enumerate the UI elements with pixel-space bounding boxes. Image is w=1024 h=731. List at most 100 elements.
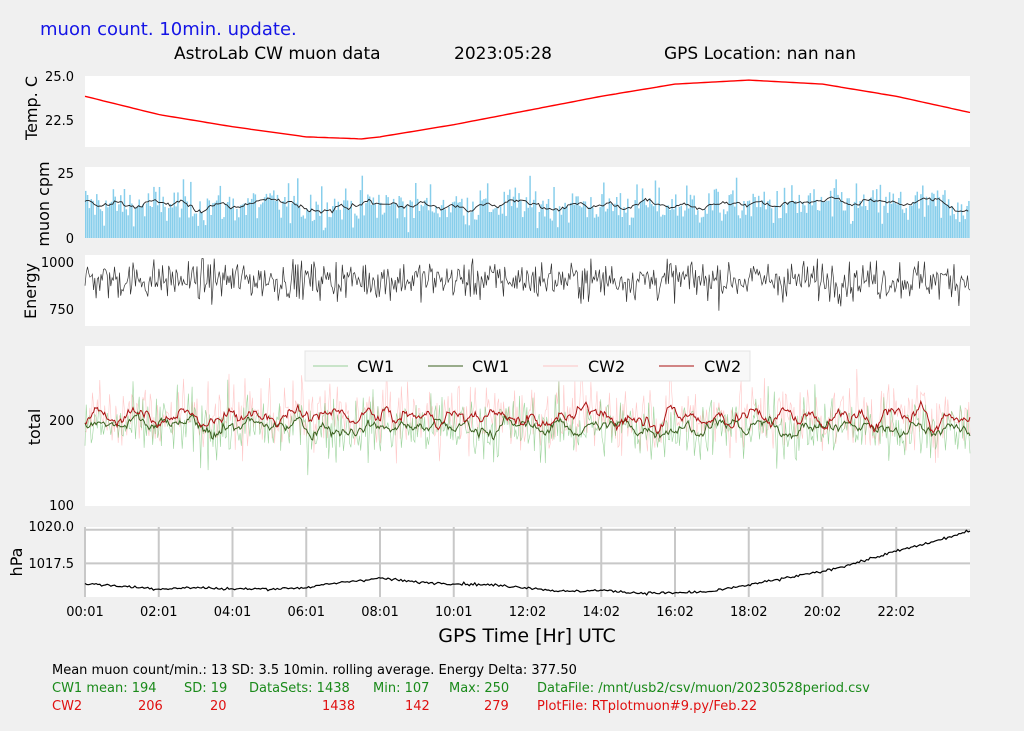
pressure-ylabel: hPa xyxy=(7,548,26,577)
muon-bar xyxy=(568,222,570,238)
muon-bar xyxy=(745,214,747,238)
muon-bar xyxy=(553,187,555,238)
muon-rolling-average xyxy=(84,196,969,214)
muon-bar xyxy=(420,204,423,238)
muon-bar xyxy=(647,207,649,238)
muon-bar xyxy=(451,202,454,238)
muon-bar xyxy=(193,213,196,238)
muon-bar xyxy=(542,200,544,238)
muon-bar xyxy=(306,208,308,238)
muon-bar xyxy=(131,203,133,238)
muon-bar xyxy=(481,200,483,238)
muon-bar xyxy=(499,205,502,238)
muon-bar xyxy=(90,199,93,238)
muon-bar xyxy=(643,199,646,238)
muon-bar xyxy=(464,224,467,238)
muon-bar xyxy=(781,205,784,238)
page-subtitle: muon count. 10min. update. xyxy=(40,19,297,40)
muon-bar xyxy=(691,199,694,238)
cw1-datasets: DataSets: 1438 xyxy=(249,681,350,696)
muon-bar xyxy=(741,210,743,238)
muon-bar xyxy=(726,211,729,238)
muon-bar xyxy=(400,197,402,238)
muon-bar xyxy=(844,210,847,238)
muon-bar xyxy=(516,207,518,238)
pressure-ytick: 1020.0 xyxy=(29,520,75,535)
muon-bar xyxy=(628,225,631,238)
muon-bar xyxy=(835,179,837,238)
muon-bar xyxy=(156,205,159,238)
muon-bar xyxy=(776,191,778,238)
muon-bar xyxy=(887,212,889,238)
muon-bar xyxy=(94,214,96,238)
muon-bar xyxy=(946,204,948,238)
muon-bar xyxy=(453,201,456,238)
muon-bar xyxy=(97,200,100,238)
muon-series xyxy=(84,175,970,238)
x-tick-label: 14:02 xyxy=(583,605,620,620)
cw2-name: CW2 xyxy=(52,699,83,714)
muon-bar xyxy=(811,205,813,238)
muon-bar xyxy=(829,190,832,238)
muon-bar xyxy=(573,204,576,238)
muon-bar xyxy=(842,210,845,238)
muon-bar xyxy=(964,219,966,238)
muon-bar xyxy=(108,203,111,238)
muon-bar xyxy=(195,213,198,238)
muon-bar xyxy=(934,206,937,238)
muon-bar xyxy=(317,204,319,238)
muon-bar xyxy=(153,186,155,238)
muon-bar xyxy=(544,216,546,238)
muon-bar xyxy=(769,199,771,238)
muon-bar xyxy=(175,206,177,238)
muon-bar xyxy=(252,193,255,238)
muon-bar xyxy=(475,219,478,238)
muon-bar xyxy=(280,217,282,238)
muon-bar xyxy=(641,188,644,238)
cw1-datafile: DataFile: /mnt/usb2/csv/muon/20230528per… xyxy=(537,681,870,696)
muon-bar xyxy=(328,216,330,238)
muon-bar xyxy=(348,209,351,238)
muon-bar xyxy=(363,215,365,238)
muon-bar xyxy=(824,201,826,238)
muon-bar xyxy=(665,205,668,238)
muon-bar xyxy=(214,202,216,238)
muon-bar xyxy=(571,193,574,238)
muon-bar xyxy=(144,216,146,238)
muon-bar xyxy=(748,200,751,238)
muon-bar xyxy=(826,200,828,238)
muon-bar xyxy=(623,207,625,238)
pressure-ytick: 1017.5 xyxy=(29,557,75,572)
muon-bar xyxy=(232,198,234,238)
muon-bar xyxy=(191,216,194,238)
muon-bar xyxy=(593,217,596,238)
muon-bar xyxy=(805,212,808,238)
muon-bar xyxy=(265,193,268,238)
muon-bar xyxy=(815,200,817,238)
muon-bar xyxy=(639,201,642,238)
muon-bar xyxy=(446,217,448,238)
legend-label: CW1 xyxy=(357,357,394,376)
muon-bar xyxy=(330,217,332,238)
muon-bar xyxy=(105,200,107,238)
muon-bar xyxy=(800,211,802,238)
cw1-raw-line xyxy=(84,379,971,476)
muon-bar xyxy=(376,217,378,238)
muon-bar xyxy=(249,202,251,238)
muon-bar xyxy=(569,202,572,238)
muon-bar xyxy=(507,194,509,238)
muon-bar xyxy=(127,215,129,238)
muon-bar xyxy=(713,189,716,238)
muon-bar xyxy=(173,192,175,238)
muon-bar xyxy=(190,181,192,238)
legend: CW1 CW1 CW2 CW2 xyxy=(304,350,751,382)
muon-bar xyxy=(263,197,266,238)
muon-bar xyxy=(169,204,172,238)
energy-ylabel: Energy xyxy=(21,263,40,319)
muon-bar xyxy=(807,195,810,238)
muon-ylabel: muon cpm xyxy=(34,161,53,246)
muon-bar xyxy=(512,196,515,238)
muon-bar xyxy=(455,196,458,238)
cw2-plotfile: PlotFile: RTplotmuon#9.py/Feb.22 xyxy=(537,699,758,714)
